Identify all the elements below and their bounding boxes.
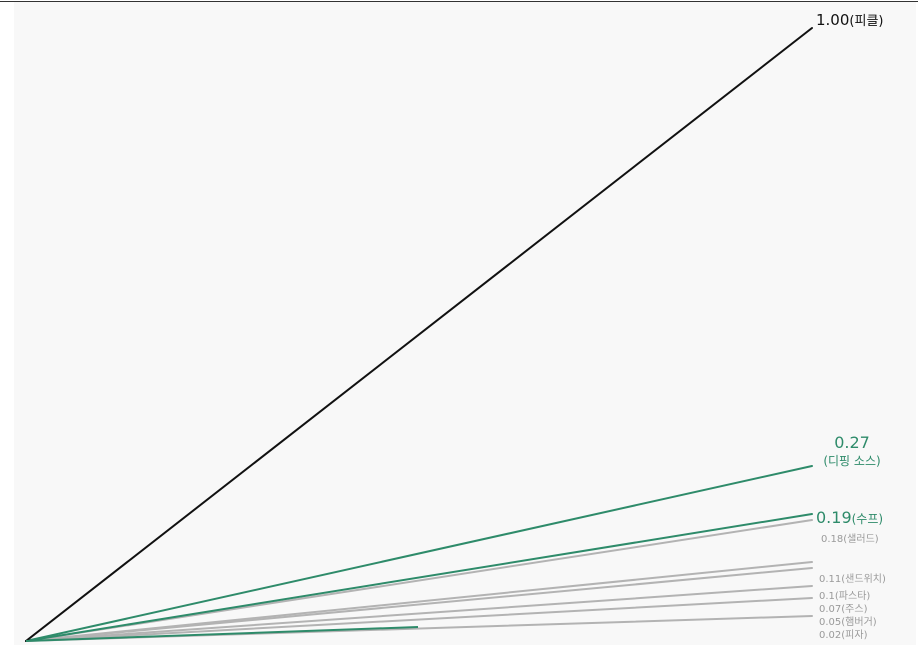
series-line-2 — [25, 513, 813, 642]
series-line-0 — [25, 27, 813, 642]
series-label-text-2: (수프) — [852, 512, 883, 526]
series-label-6: 0.07(주스) — [819, 603, 868, 615]
series-label-5: 0.1(파스타) — [819, 590, 870, 602]
series-label-text-0: (피클) — [849, 14, 883, 29]
series-label-text-7: (햄버거) — [841, 615, 877, 628]
series-label-value-6: 0.07 — [819, 604, 841, 615]
series-label-text-6: (주스) — [841, 603, 867, 615]
series-label-value-4: 0.11 — [819, 574, 841, 585]
series-line-6 — [25, 585, 813, 642]
series-label-text-8: (피자) — [841, 629, 867, 641]
series-line-extra — [25, 626, 419, 642]
series-label-value-2: 0.19 — [816, 508, 852, 527]
series-label-value-8: 0.02 — [819, 630, 841, 641]
series-label-0: 1.00(피클) — [816, 11, 883, 29]
series-label-3: 0.18(샐러드) — [821, 533, 879, 545]
series-label-text-5: (파스타) — [835, 590, 871, 602]
series-label-text-1: (디핑 소스) — [823, 454, 880, 468]
series-label-text-4: (샌드위치) — [841, 572, 886, 585]
series-label-value-7: 0.05 — [819, 617, 841, 628]
series-label-4: 0.11(샌드위치) — [819, 572, 886, 585]
series-label-7: 0.05(햄버거) — [819, 615, 877, 628]
series-label-value-0: 1.00 — [816, 11, 849, 29]
series-line-5 — [25, 567, 813, 642]
series-line-1 — [25, 465, 813, 642]
series-label-8: 0.02(피자) — [819, 629, 868, 641]
series-label-value-3: 0.18 — [821, 534, 843, 545]
series-label-value-1: 0.27 — [834, 433, 870, 452]
plot-background — [14, 2, 916, 645]
series-label-2: 0.19(수프) — [816, 508, 883, 527]
series-label-text-3: (샐러드) — [843, 533, 879, 545]
series-line-7 — [25, 597, 813, 642]
series-label-value-5: 0.1 — [819, 591, 835, 602]
